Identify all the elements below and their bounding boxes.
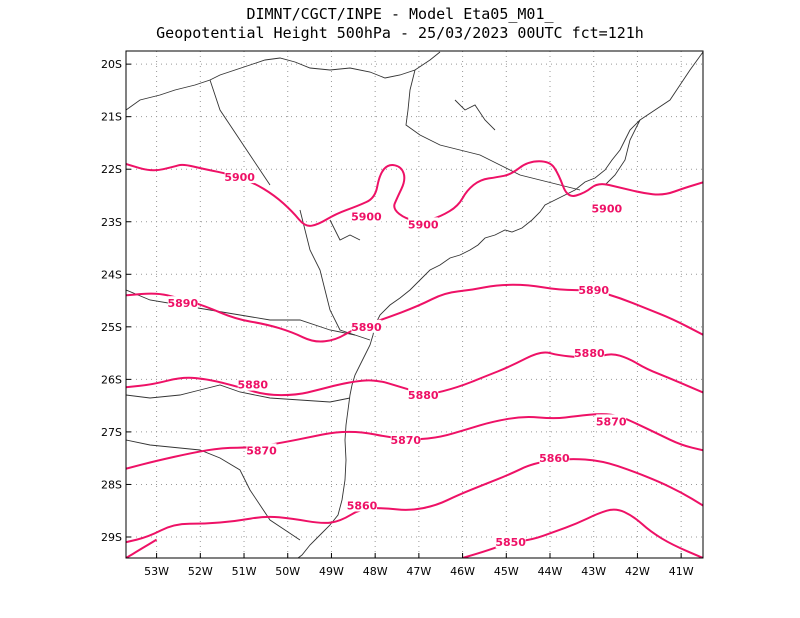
contour-line-5860	[126, 458, 703, 544]
x-tick-label: 47W	[406, 565, 431, 578]
y-tick-label: 29S	[101, 531, 122, 544]
contour-label: 5900	[408, 218, 439, 231]
contour-label-bg	[347, 498, 378, 512]
x-tick-label: 48W	[363, 565, 388, 578]
contour-label: 5860	[347, 499, 378, 512]
border-9	[329, 219, 361, 241]
coastline	[297, 51, 703, 558]
contour-label-bg	[578, 283, 609, 297]
x-tick-label: 49W	[319, 565, 344, 578]
contour-label-bg	[390, 432, 421, 446]
x-tick-label: 45W	[494, 565, 519, 578]
y-tick-label: 21S	[101, 111, 122, 124]
border-2	[209, 79, 271, 186]
contour-label: 5890	[578, 284, 609, 297]
contour-label-bg	[495, 535, 526, 549]
y-tick-label: 28S	[101, 478, 122, 491]
contour-label: 5860	[539, 452, 570, 465]
contour-label: 5900	[224, 171, 255, 184]
contour-label: 5890	[351, 321, 382, 334]
x-tick-label: 51W	[232, 565, 257, 578]
map-title-line2: Geopotential Height 500hPa - 25/03/2023 …	[156, 24, 644, 42]
contour-label: 5900	[592, 203, 623, 216]
contour-label: 5870	[390, 434, 421, 447]
x-tick-label: 44W	[538, 565, 563, 578]
contour-label-bg	[224, 170, 255, 184]
y-tick-label: 25S	[101, 321, 122, 334]
contour-label-bg	[351, 209, 382, 223]
contour-label: 5850	[495, 536, 526, 549]
x-tick-label: 43W	[581, 565, 606, 578]
border-8	[126, 439, 301, 541]
y-tick-label: 23S	[101, 216, 122, 229]
x-tick-label: 50W	[275, 565, 300, 578]
contour-label-bg	[167, 296, 198, 310]
contour-line-5900	[126, 160, 703, 227]
contour-label-bg	[591, 201, 622, 215]
border-10	[454, 99, 496, 131]
map-title-line1: DIMNT/CGCT/INPE - Model Eta05_M01_	[246, 5, 554, 23]
contour-label-bg	[408, 217, 439, 231]
contour-labels: 5900 5900 5900 5900 5890 5890 5890 5880 5880 5880…	[168, 170, 627, 549]
y-tick-label: 24S	[101, 268, 122, 281]
contour-label-bg	[408, 388, 439, 402]
contour-label: 5870	[596, 415, 627, 428]
x-tick-label: 52W	[188, 565, 213, 578]
x-tick-label: 42W	[625, 565, 650, 578]
contour-label: 5880	[237, 379, 268, 392]
y-tick-label: 27S	[101, 426, 122, 439]
contour-line-5850	[462, 508, 703, 558]
x-tick-label: 41W	[669, 565, 694, 578]
border-4	[604, 119, 641, 186]
x-tick-label: 53W	[144, 565, 169, 578]
y-tick-label: 26S	[101, 373, 122, 386]
plot-frame	[125, 50, 704, 559]
contour-label: 5890	[168, 297, 199, 310]
contour-label-bg	[539, 451, 570, 465]
contour-label: 5880	[574, 347, 605, 360]
contour-label-bg	[596, 414, 627, 428]
coastline-and-borders	[126, 51, 703, 558]
axis-ticks: 53W 52W 51W 50W 49W 48W 47W 46W 45W 44W 43W 42W 41W 2…	[101, 58, 694, 578]
y-tick-label: 22S	[101, 163, 122, 176]
x-tick-label: 46W	[450, 565, 475, 578]
contour-line-5890	[126, 283, 703, 343]
border-6	[126, 289, 356, 336]
y-tick-label: 20S	[101, 58, 122, 71]
contour-label: 5870	[246, 444, 277, 457]
border-7	[126, 384, 351, 403]
border-1	[126, 51, 441, 111]
contour-line-5850	[126, 538, 158, 558]
border-3	[405, 69, 581, 191]
contour-label-bg	[246, 443, 277, 457]
border-5	[299, 209, 371, 341]
contour-label-bg	[351, 319, 382, 333]
contour-label: 5880	[408, 389, 439, 402]
contour-label-bg	[574, 346, 605, 360]
contour-label: 5900	[351, 210, 382, 223]
contour-label-bg	[237, 377, 268, 391]
grid-lines	[126, 51, 703, 558]
